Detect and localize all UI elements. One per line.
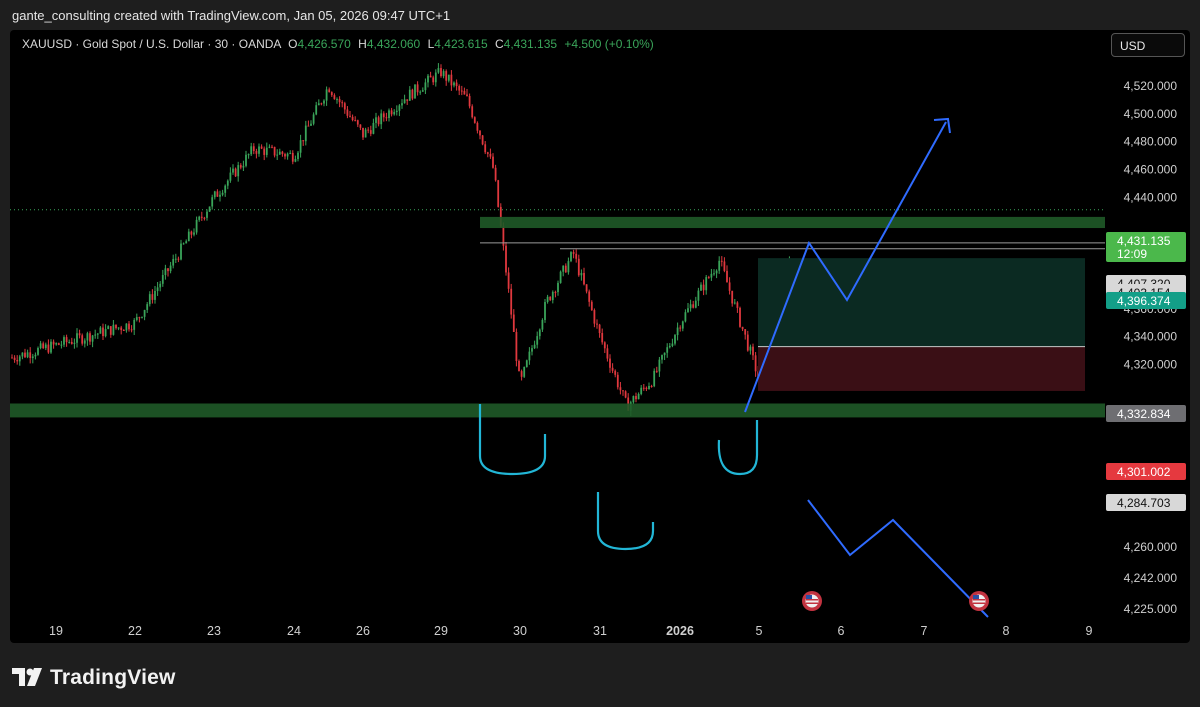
footer-bar: TradingView [0,643,1200,707]
close-label: C [495,37,504,51]
tradingview-logo-icon [12,668,42,686]
low-label: L [427,37,435,51]
close-value: 4,431.135 [503,37,558,51]
brand-name: TradingView [50,666,176,689]
open-value: 4,426.570 [297,37,351,51]
attribution-text: gante_consulting created with TradingVie… [12,8,451,23]
chart-frame[interactable] [10,30,1190,643]
high-value: 4,432.060 [366,37,421,51]
ticker-line: XAUUSD · Gold Spot / U.S. Dollar · 30 · … [22,37,654,51]
low-value: 4,423.615 [434,37,488,51]
high-label: H [358,37,367,51]
currency-button[interactable]: USD [1111,33,1185,57]
symbol-label: XAUUSD · Gold Spot / U.S. Dollar · 30 · … [22,37,281,51]
header-bar: gante_consulting created with TradingVie… [0,0,1200,30]
change-value: +4.500 (+0.10%) [564,37,654,51]
open-label: O [288,37,298,51]
